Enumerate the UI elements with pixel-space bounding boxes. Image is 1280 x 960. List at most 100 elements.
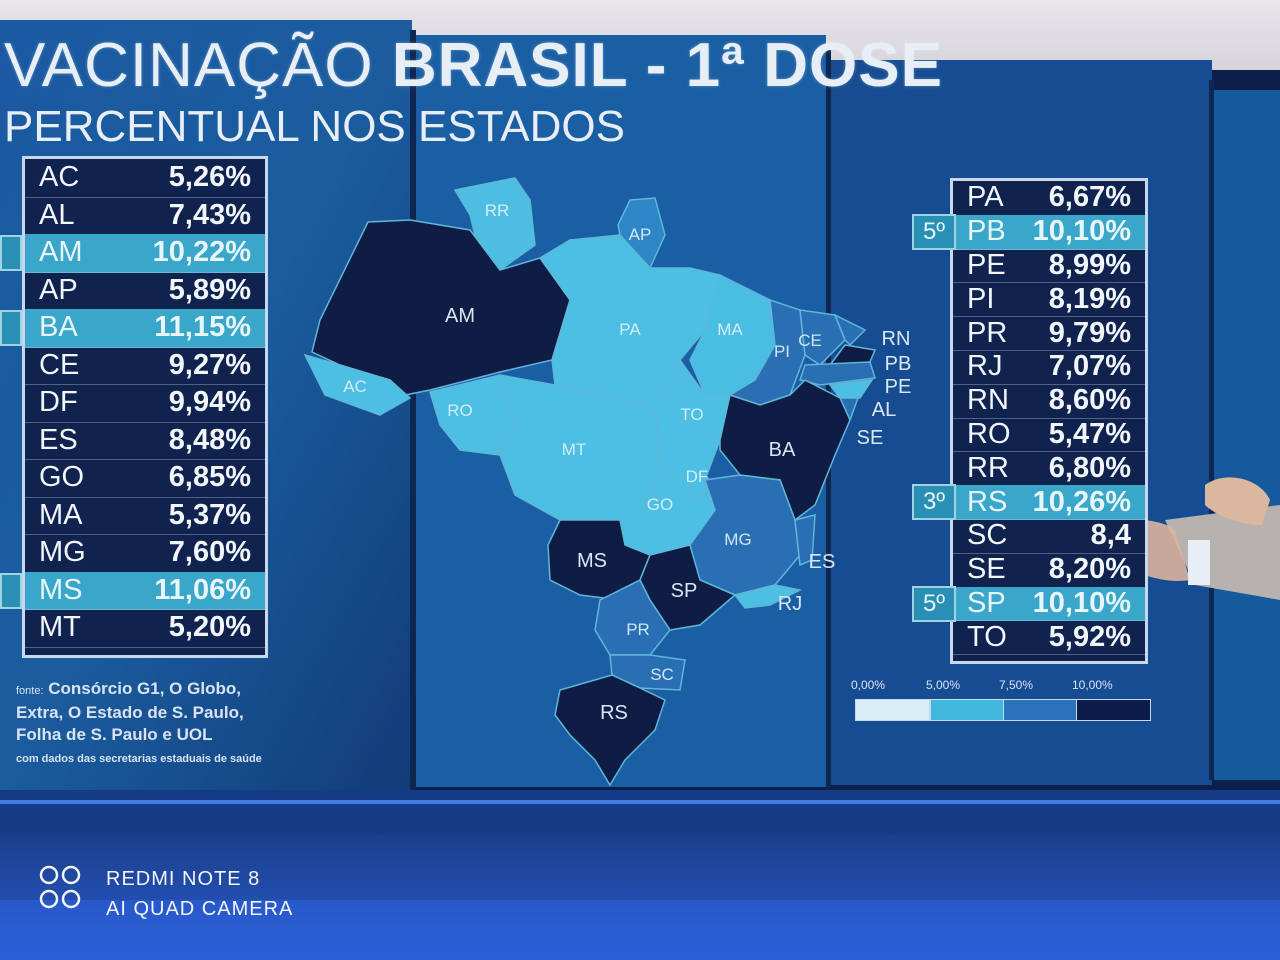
state-percentage: 10,10% bbox=[1032, 215, 1131, 248]
table-row: MA 5,37% bbox=[25, 497, 265, 535]
map-label-am: AM bbox=[445, 305, 475, 327]
map-label-go: GO bbox=[647, 495, 673, 514]
map-label-sp: SP bbox=[671, 580, 698, 602]
table-row: MS 11,06% bbox=[25, 571, 265, 610]
rank-badge-cropped bbox=[0, 235, 22, 271]
state-am bbox=[311, 219, 571, 396]
state-percentage: 5,47% bbox=[1048, 417, 1131, 450]
presenter-hand-2 bbox=[1205, 477, 1270, 525]
legend-swatch bbox=[1076, 699, 1151, 721]
table-row: AL 7,43% bbox=[25, 197, 265, 235]
legend-label: 7,50% bbox=[999, 678, 1034, 692]
map-label-rj: RJ bbox=[778, 593, 802, 615]
table-row: SP 10,10% bbox=[953, 586, 1145, 622]
legend-label: 5,00% bbox=[926, 678, 961, 692]
state-percentage: 6,80% bbox=[1048, 451, 1131, 484]
title-prefix: VACINAÇÃO bbox=[4, 31, 392, 100]
state-code: AM bbox=[39, 236, 83, 269]
state-percentage: 8,99% bbox=[1048, 248, 1131, 281]
map-label-ce: CE bbox=[798, 331, 822, 350]
state-rj bbox=[733, 584, 803, 609]
table-row: RR 6,80% bbox=[953, 451, 1145, 487]
state-percentage: 5,89% bbox=[168, 273, 251, 306]
map-label-pr: PR bbox=[626, 620, 650, 639]
map-label-rs: RS bbox=[600, 702, 628, 724]
state-percentage: 6,85% bbox=[168, 461, 251, 494]
table-row: PB 10,10% bbox=[953, 214, 1145, 250]
rank-badge: 3º bbox=[912, 484, 956, 521]
table-row: AM 10,22% bbox=[25, 234, 265, 273]
state-code: GO bbox=[39, 461, 85, 494]
camera-watermark: REDMI NOTE 8 AI QUAD CAMERA bbox=[106, 864, 293, 924]
state-percentage: 8,20% bbox=[1048, 553, 1131, 586]
legend-swatch bbox=[930, 699, 1005, 721]
map-label-pa: PA bbox=[619, 320, 641, 339]
table-row: AP 5,89% bbox=[25, 272, 265, 310]
state-pe bbox=[799, 361, 876, 386]
state-code: MT bbox=[39, 611, 81, 644]
state-al bbox=[828, 379, 874, 399]
table-row: PI 8,19% bbox=[953, 282, 1145, 318]
map-label-ba: BA bbox=[769, 439, 796, 461]
state-code: PB bbox=[967, 215, 1006, 248]
map-label-pi: PI bbox=[774, 342, 790, 361]
state-ce bbox=[799, 309, 846, 366]
state-es bbox=[794, 514, 816, 567]
page-title: VACINAÇÃO BRASIL - 1ª DOSE bbox=[4, 30, 943, 101]
table-row: ES 8,48% bbox=[25, 422, 265, 460]
map-label-pe: PE bbox=[885, 376, 912, 398]
floor-highlight bbox=[0, 900, 1280, 960]
legend-label: 0,00% bbox=[851, 678, 886, 692]
state-percentage: 5,26% bbox=[168, 161, 251, 194]
map-label-ma: MA bbox=[717, 320, 743, 339]
state-percentage: 8,60% bbox=[1048, 384, 1131, 417]
state-percentage: 11,06% bbox=[154, 573, 251, 606]
state-ba bbox=[719, 379, 851, 522]
table-row: PA 6,67% bbox=[953, 181, 1145, 216]
state-code: RR bbox=[967, 451, 1009, 484]
table-row: CE 9,27% bbox=[25, 347, 265, 385]
watermark-line-1: REDMI NOTE 8 bbox=[106, 868, 261, 890]
map-label-es: ES bbox=[809, 551, 836, 573]
state-percentage: 7,43% bbox=[168, 198, 251, 231]
map-label-se: SE bbox=[857, 427, 884, 449]
map-label-ap: AP bbox=[629, 225, 652, 244]
state-code: AL bbox=[39, 198, 75, 231]
state-rs bbox=[554, 674, 666, 787]
legend-swatch bbox=[1003, 699, 1078, 721]
source-label: fonte: bbox=[16, 685, 44, 697]
state-percentage: 10,26% bbox=[1032, 485, 1131, 518]
table-row: BA 11,15% bbox=[25, 309, 265, 348]
source-footnote: com dados das secretarias estaduais de s… bbox=[16, 753, 262, 765]
state-rr bbox=[453, 177, 536, 271]
state-percentage: 10,10% bbox=[1032, 586, 1131, 619]
state-percentage: 7,60% bbox=[168, 536, 251, 569]
state-percentage: 8,48% bbox=[168, 423, 251, 456]
state-code: TO bbox=[967, 620, 1007, 653]
bezel-3 bbox=[1209, 80, 1214, 780]
state-code: CE bbox=[39, 348, 80, 381]
state-percentage: 9,94% bbox=[168, 386, 251, 419]
table-row: PR 9,79% bbox=[953, 316, 1145, 351]
state-percentage: 5,20% bbox=[168, 611, 251, 644]
table-row: PE 8,99% bbox=[953, 249, 1145, 284]
table-row: TO 5,92% bbox=[953, 620, 1145, 656]
state-rn bbox=[833, 313, 867, 347]
desk-edge bbox=[0, 800, 1280, 804]
state-code: SE bbox=[967, 553, 1006, 586]
table-row: MT 5,20% bbox=[25, 609, 265, 648]
camera-logo-icon bbox=[39, 865, 81, 909]
state-code: PE bbox=[967, 248, 1006, 281]
state-code: MS bbox=[39, 573, 83, 606]
state-code: PR bbox=[967, 316, 1008, 349]
state-percentage: 5,37% bbox=[168, 498, 251, 531]
right-state-table: PA 6,67% PB 10,10% PE 8,99% PI 8,19% PR 9,79% RJ 7,… bbox=[950, 178, 1148, 664]
state-pa bbox=[538, 234, 721, 411]
rank-badge-cropped bbox=[0, 572, 22, 609]
table-row: MG 7,60% bbox=[25, 534, 265, 573]
table-row: AC 5,26% bbox=[25, 159, 265, 198]
state-percentage: 5,92% bbox=[1048, 620, 1131, 653]
